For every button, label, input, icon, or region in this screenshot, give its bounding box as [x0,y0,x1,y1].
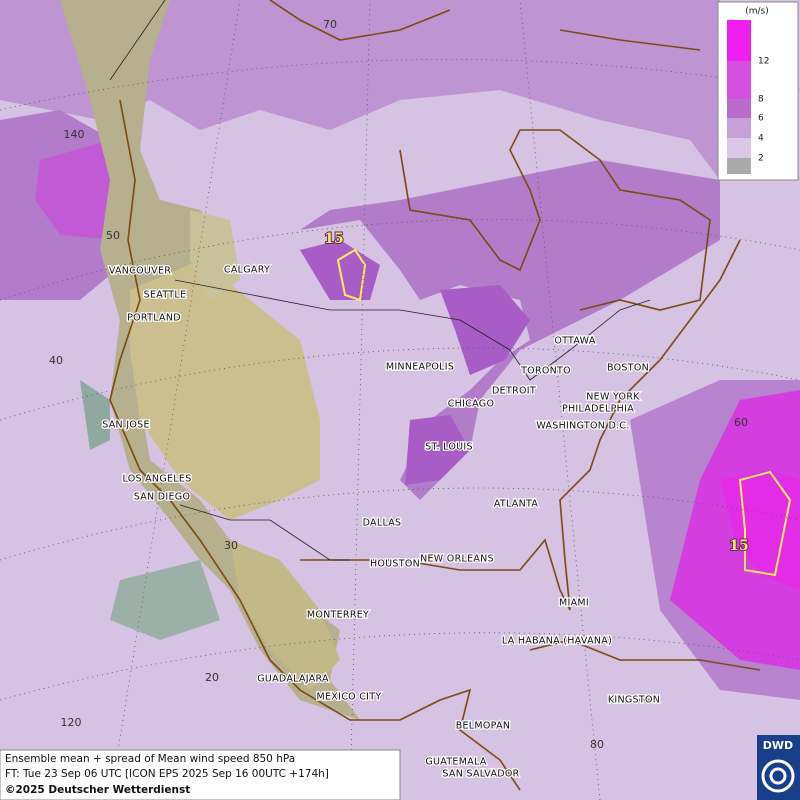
city-label: SAN SALVADOR [442,769,519,780]
city-label: NEW ORLEANS [420,554,494,565]
city-label: DETROIT [492,386,536,397]
legend-swatch [727,20,751,61]
city-label: GUADALAJARA [257,674,329,685]
legend-swatch [727,158,751,174]
city-label: MONTERREY [307,610,369,621]
city-label: ATLANTA [494,499,539,510]
graticule-label: 40 [49,354,63,367]
legend-swatch [727,118,751,138]
city-label: ST. LOUIS [425,442,473,453]
logo-mark [769,767,787,785]
coastlines [109,0,761,791]
graticule-label: 120 [61,716,82,729]
city-label: DALLAS [363,518,402,529]
city-label: MIAMI [559,598,589,609]
footer-copyright: ©2025 Deutscher Wetterdienst [5,784,190,796]
graticule-label: 140 [64,128,85,141]
logo-mark [761,759,795,793]
city-label: CALGARY [224,265,270,276]
legend-label: 2 [758,154,764,164]
city-labels: VANCOUVER CALGARY SEATTLE PORTLAND MINNEAPOL… [101,263,661,781]
city-label: NEW YORK [586,392,640,403]
city-label: BELMOPAN [456,721,511,732]
city-label: CHICAGO [448,399,494,410]
graticule-label: 30 [224,539,238,552]
legend-label: 12 [758,57,769,67]
city-label: SEATTLE [144,290,187,301]
footer-forecast: FT: Tue 23 Sep 06 UTC [ICON EPS 2025 Sep… [5,768,329,780]
city-label: TORONTO [520,366,571,377]
graticule-label: 50 [106,229,120,242]
city-label: WASHINGTON D.C. [536,421,629,432]
footer: Ensemble mean + spread of Mean wind spee… [0,749,401,800]
legend-unit: (m/s) [745,7,769,17]
city-label: SAN DIEGO [134,492,191,503]
graticule-label: 70 [323,18,337,31]
city-label: KINGSTON [608,695,660,706]
city-label: MEXICO CITY [317,692,382,703]
city-label: OTTAWA [554,336,596,347]
city-label: LOS ANGELES [122,474,191,485]
contour-label: 15 [324,231,343,247]
legend-label: 6 [758,114,764,124]
graticule-label: 60 [734,416,748,429]
city-label: GUATEMALA [425,757,486,768]
footer-box [0,749,401,800]
legend-swatch [727,138,751,158]
logo-text: DWD [763,739,793,752]
city-label: VANCOUVER [109,266,171,277]
legend-swatch [727,61,751,99]
city-label: LA HABANA (HAVANA) [502,636,612,647]
legend-label: 8 [758,95,764,105]
borders [109,0,651,561]
city-label: PHILADELPHIA [562,404,634,415]
city-label: SAN JOSE [102,420,150,431]
city-label: MINNEAPOLIS [386,362,454,373]
city-label: HOUSTON [370,559,420,570]
graticule-label: 80 [590,738,604,751]
legend: (m/s) 12 8 6 4 2 [717,1,799,181]
city-label: BOSTON [607,363,649,374]
contour-label: 15 [729,538,748,554]
logo: DWD [757,735,800,800]
legend-swatch [727,99,751,118]
city-label: PORTLAND [127,313,181,324]
footer-title: Ensemble mean + spread of Mean wind spee… [5,753,295,765]
legend-label: 4 [758,134,764,144]
graticule-label: 20 [205,671,219,684]
